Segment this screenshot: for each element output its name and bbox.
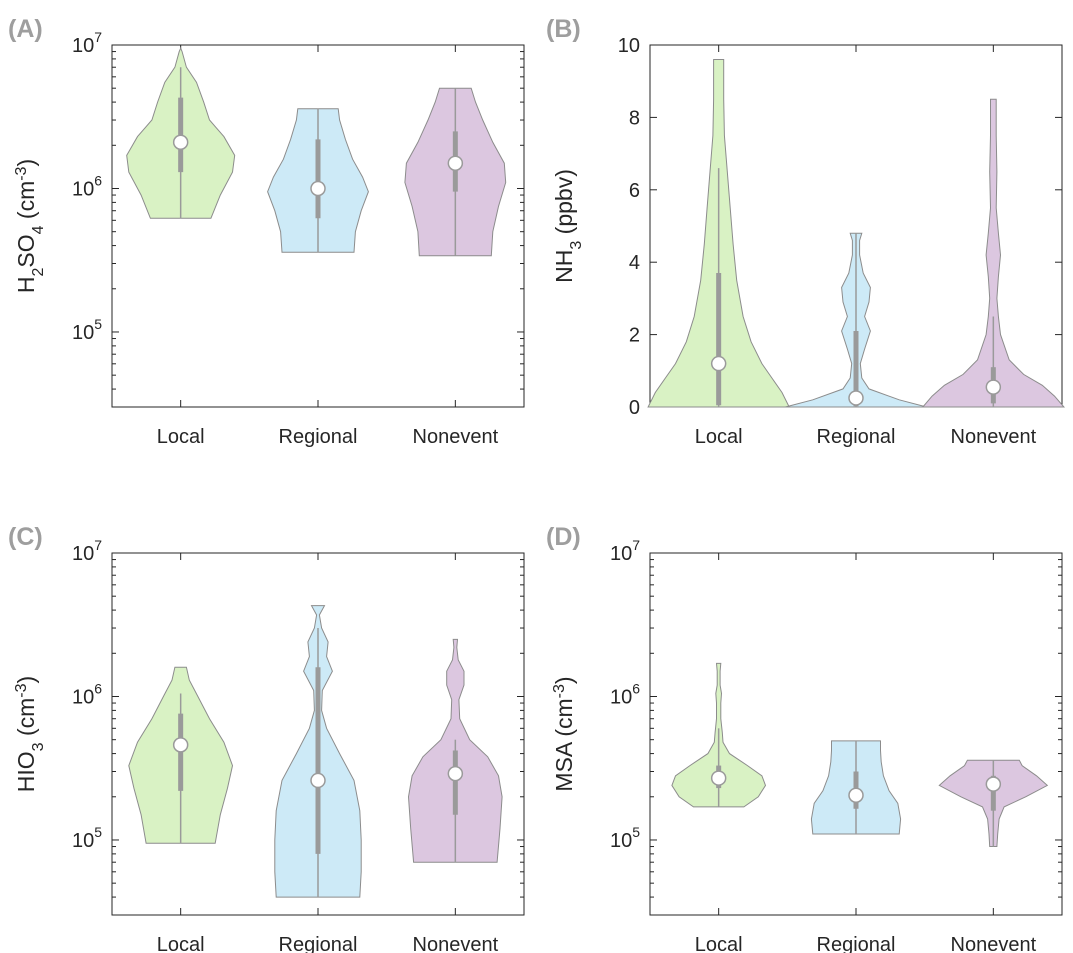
median-marker-regional bbox=[848, 390, 864, 406]
panel-c: 105 106 107 Local Regional Nonevent HIO3 (cm-3… bbox=[8, 523, 525, 953]
median-marker-regional bbox=[310, 180, 326, 197]
x-tick-label: Nonevent bbox=[413, 426, 499, 448]
y-tick-label: 10 bbox=[618, 35, 640, 57]
y-tick-label: 2 bbox=[629, 325, 640, 347]
panel-d: 105 106 107 Local Regional Nonevent MSA (cm-3)… bbox=[546, 523, 1063, 953]
panel-label: (D) bbox=[546, 523, 581, 551]
median-marker-local bbox=[710, 770, 727, 786]
y-tick-label: 107 bbox=[72, 29, 102, 57]
x-tick-label: Nonevent bbox=[413, 934, 499, 953]
median-marker-nonevent bbox=[447, 155, 464, 171]
median-marker-nonevent bbox=[447, 765, 464, 782]
y-tick-label: 6 bbox=[629, 180, 640, 202]
panel-a: 105 106 107 Local Regional Nonevent H2SO4 (cm-… bbox=[8, 15, 525, 448]
panel-label: (A) bbox=[8, 15, 43, 43]
x-tick-label: Local bbox=[695, 934, 743, 953]
median-marker-regional bbox=[310, 772, 326, 789]
y-tick-label: 107 bbox=[72, 537, 102, 565]
y-tick-label: 106 bbox=[72, 680, 102, 708]
y-tick-label: 8 bbox=[629, 107, 640, 129]
axes-box bbox=[649, 552, 1063, 916]
panel-label: (C) bbox=[8, 523, 43, 551]
x-tick-label: Nonevent bbox=[951, 934, 1037, 953]
x-tick-label: Local bbox=[695, 426, 743, 448]
median-marker-local bbox=[710, 355, 727, 372]
y-tick-label: 107 bbox=[610, 537, 640, 565]
y-tick-label: 106 bbox=[72, 172, 102, 200]
y-axis-label: H2SO4 (cm-3) bbox=[13, 159, 47, 293]
median-marker-local bbox=[172, 134, 189, 151]
x-tick-label: Local bbox=[157, 426, 205, 448]
panel-label: (B) bbox=[546, 15, 581, 43]
median-marker-nonevent bbox=[985, 379, 1002, 395]
median-marker-regional bbox=[848, 787, 864, 803]
y-tick-label: 105 bbox=[72, 824, 102, 852]
y-tick-label: 106 bbox=[610, 680, 640, 708]
x-tick-label: Nonevent bbox=[951, 426, 1037, 448]
y-tick-label: 0 bbox=[629, 397, 640, 419]
y-axis-label: HIO3 (cm-3) bbox=[13, 676, 47, 792]
y-tick-label: 105 bbox=[72, 316, 102, 344]
median-marker-nonevent bbox=[985, 776, 1002, 792]
x-tick-label: Regional bbox=[279, 426, 358, 448]
violin-nonevent bbox=[921, 98, 1065, 408]
x-tick-label: Regional bbox=[279, 934, 358, 953]
median-marker-local bbox=[172, 737, 189, 753]
panel-b: 0 2 4 6 8 10 Local Regional Nonevent NH3 (ppbv) (B… bbox=[546, 15, 1065, 448]
y-axis-label: MSA (cm-3) bbox=[551, 676, 578, 791]
x-tick-label: Regional bbox=[817, 426, 896, 448]
y-tick-label: 4 bbox=[629, 252, 640, 274]
y-axis-label: NH3 (ppbv) bbox=[551, 169, 585, 283]
y-tick-label: 105 bbox=[610, 824, 640, 852]
x-tick-label: Local bbox=[157, 934, 205, 953]
x-tick-label: Regional bbox=[817, 934, 896, 953]
